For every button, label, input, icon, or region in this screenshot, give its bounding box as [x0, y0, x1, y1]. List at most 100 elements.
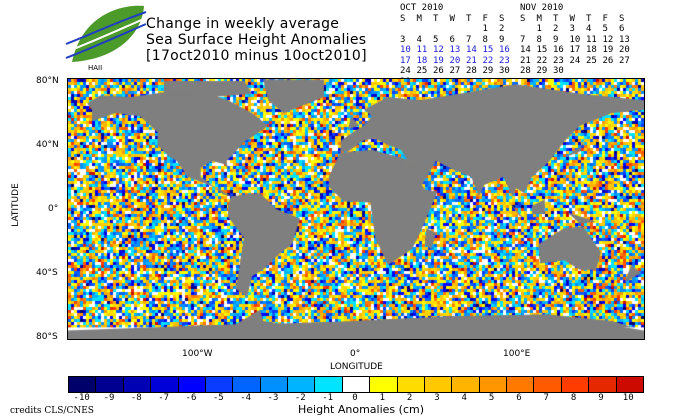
calendar-day: 6: [449, 34, 455, 45]
colorbar-swatch: [479, 377, 507, 392]
colorbar-swatch: [534, 377, 562, 392]
colorbar-tick: 10: [622, 393, 634, 403]
calendar-day: 15: [482, 45, 494, 55]
calendar-day: 27: [449, 66, 461, 76]
calendar-day: [586, 66, 603, 77]
colorbar-tick: -1: [322, 393, 334, 403]
lat-tick: 40°S: [36, 268, 58, 278]
calendar-day: 28: [520, 66, 531, 76]
calendar-day: 12: [602, 34, 614, 45]
calendar-day: 16: [553, 45, 564, 55]
colorbar-ticks: -10 -9 -8 -7 -6 -5 -4 -3 -2 -1 0 1 2 3 4 5 6 7 8 9 10: [68, 393, 642, 403]
title-line: Sea Surface Height Anomalies: [146, 32, 367, 48]
calendar-day: 3: [569, 24, 575, 34]
calendar-day: 27: [619, 55, 630, 66]
colorbar-tick: 5: [488, 393, 495, 403]
colorbar-swatch: [288, 377, 316, 392]
calendar-day: [450, 24, 467, 35]
weekday: M: [416, 13, 422, 24]
colorbar-tick: 7: [543, 393, 549, 403]
calendar-day: 13: [449, 45, 461, 55]
weekday: S: [499, 13, 505, 24]
calendar-month: OCT 2010: [400, 3, 444, 13]
calendar-day: 7: [520, 34, 526, 45]
calendar-day: 13: [619, 34, 630, 45]
ssh-anomaly-map: [67, 78, 645, 340]
lat-tick: 80°S: [36, 332, 58, 342]
colorbar-swatch: [260, 377, 288, 392]
calendar-day: 25: [586, 55, 597, 66]
calendar-day: 16: [499, 45, 510, 55]
calendar-day: [603, 66, 620, 77]
colorbar-swatch: [69, 377, 97, 392]
colorbar-swatch: [424, 377, 453, 392]
calendar-day: 17: [569, 45, 581, 55]
calendar-day: 21: [466, 55, 477, 66]
calendar-nov: NOV 2010 S M T W T F S 1 2 3 4 5 6 7 8 9 10 11 12 13 14 15 16 17…: [520, 3, 636, 77]
calendar-day: 14: [520, 45, 531, 55]
calendar-day: [433, 24, 450, 35]
calendar-day: 30: [499, 66, 510, 76]
colorbar-swatch: [397, 377, 425, 392]
calendar-day: 25: [416, 66, 428, 76]
lat-tick: 80°N: [36, 76, 59, 86]
lon-tick: 0°: [350, 349, 361, 359]
weekday: T: [433, 13, 439, 24]
calendar-day: 11: [416, 45, 428, 55]
calendar-day: 12: [433, 45, 444, 55]
colorbar-swatch: [452, 377, 480, 392]
colorbar-swatch: [205, 377, 234, 392]
calendar-day: 1: [482, 24, 488, 34]
colorbar-swatch: [616, 377, 643, 392]
calendar-day: 10: [569, 34, 581, 45]
calendar-day: 17: [400, 55, 411, 66]
calendar-day: 1: [536, 24, 542, 34]
calendar-day: 14: [466, 45, 477, 55]
calendar-day: 18: [416, 55, 428, 66]
colorbar-tick: 1: [379, 393, 385, 403]
colorbar-swatch: [561, 377, 590, 392]
calendar-day: 3: [400, 34, 406, 45]
haii-logo: HAII: [65, 5, 147, 72]
y-axis-label: LATITUDE: [10, 183, 21, 227]
colorbar-tick: -5: [212, 393, 224, 403]
calendar-day: 23: [499, 55, 510, 66]
x-axis-label: LONGITUDE: [330, 362, 383, 372]
calendar-day: 19: [433, 55, 444, 66]
calendar-day: 22: [482, 55, 494, 66]
colorbar-swatch: [233, 377, 261, 392]
calendar-day: 2: [499, 24, 505, 34]
colorbar-tick: 4: [461, 393, 467, 403]
calendar-day: 24: [400, 66, 411, 76]
colorbar-swatch: [96, 377, 124, 392]
weekday: S: [400, 13, 406, 24]
colorbar-swatch: [507, 377, 535, 392]
weekday: W: [569, 13, 575, 24]
weekday: S: [520, 13, 526, 24]
weekday: F: [482, 13, 488, 24]
weekday: T: [553, 13, 559, 24]
colorbar-tick: -9: [103, 393, 115, 403]
lat-tick: 40°N: [36, 140, 59, 150]
calendar-day: 8: [536, 34, 542, 45]
lon-tick: 100°W: [182, 349, 213, 359]
calendar-day: 23: [553, 55, 564, 66]
calendar-day: 10: [400, 45, 411, 55]
calendar-day: [619, 66, 636, 77]
calendar-day: 4: [586, 24, 592, 34]
calendar-day: 22: [536, 55, 548, 66]
calendar-day: [520, 24, 537, 35]
weekday: W: [449, 13, 455, 24]
colorbar-swatch: [151, 377, 179, 392]
colorbar-tick: -10: [73, 393, 90, 403]
calendar-day: 8: [482, 34, 488, 45]
colorbar-tick: 6: [516, 393, 522, 403]
calendar-day: [400, 24, 417, 35]
colorbar-tick: 9: [598, 393, 604, 403]
calendar-day: 6: [619, 24, 625, 34]
calendar-day: 5: [433, 34, 439, 45]
calendar-day: [466, 24, 483, 35]
colorbar-swatch: [589, 377, 617, 392]
weekday: S: [619, 13, 625, 24]
lat-tick: 0°: [48, 204, 59, 214]
